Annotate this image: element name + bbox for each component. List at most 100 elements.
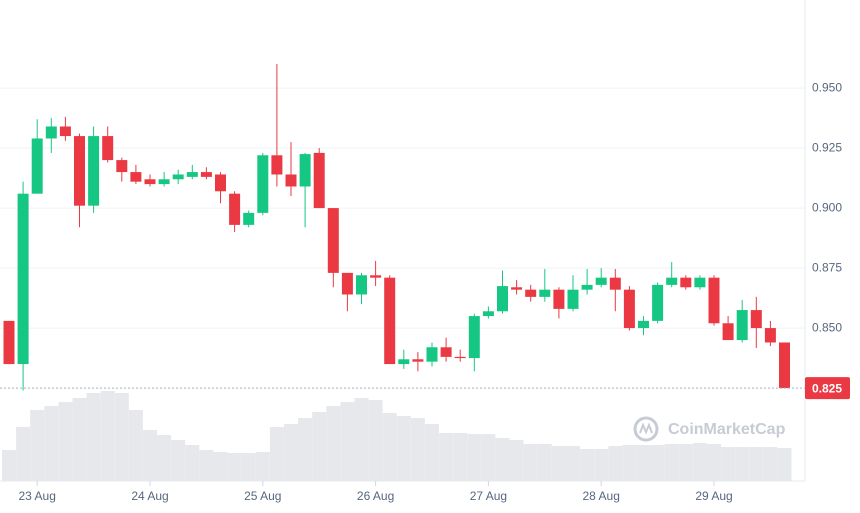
candle-body [779, 342, 790, 389]
candle-body [370, 275, 382, 278]
candle-body [17, 193, 29, 365]
volume-bar [382, 413, 397, 481]
volume-bar [425, 424, 439, 481]
candle-body [440, 347, 452, 357]
candle-body [694, 277, 706, 288]
candle-body [553, 289, 565, 309]
candle-body [144, 179, 156, 185]
volume-bar [72, 398, 87, 481]
candle-body [680, 277, 692, 288]
candle-body [384, 277, 396, 365]
volume-bar [185, 445, 200, 481]
candle-body [468, 316, 480, 359]
candle-body [581, 284, 593, 290]
candle-body [398, 359, 410, 365]
candle-body [482, 311, 494, 317]
watermark-logo [633, 416, 659, 442]
candle-body [539, 289, 551, 297]
x-tick-label: 29 Aug [695, 489, 732, 503]
candle-body [708, 277, 720, 324]
candle-body [243, 212, 255, 225]
candle-body [116, 160, 128, 173]
volume-bar [636, 445, 651, 481]
volume-bar [551, 446, 566, 481]
volume-bar [340, 402, 355, 481]
x-tick-label: 28 Aug [583, 489, 620, 503]
candle-body [215, 174, 226, 192]
volume-bar [453, 433, 468, 481]
candle-body [3, 320, 15, 365]
candle-body [764, 328, 776, 343]
candle-body [609, 277, 621, 290]
last-price-label: 0.825 [812, 381, 842, 395]
volume-bar [86, 393, 101, 481]
x-tick-label: 23 Aug [19, 489, 56, 503]
volume-bar [58, 402, 73, 481]
candle-body [426, 347, 438, 362]
volume-bar [213, 452, 228, 481]
volume-bar [171, 440, 186, 481]
candle-body [31, 138, 43, 194]
volume-bar [467, 434, 482, 481]
volume-bar [16, 427, 31, 481]
volume-bar [114, 393, 129, 481]
candle-body [623, 289, 635, 329]
volume-bar [622, 445, 637, 481]
candle-body [638, 320, 649, 329]
x-tick-label: 24 Aug [131, 489, 168, 503]
candle-body [497, 286, 508, 312]
volume-bar [284, 424, 298, 481]
candle-body [412, 359, 424, 362]
candle-body [158, 179, 170, 185]
volume-bar [199, 450, 214, 481]
candle-body [525, 289, 537, 297]
candle-body [271, 155, 283, 175]
volume-bar [594, 449, 609, 481]
volume-bar [678, 444, 693, 481]
candle-body [200, 172, 212, 177]
volume-bar [410, 418, 425, 481]
volume-bar [157, 435, 172, 481]
candle-body [652, 284, 664, 321]
volume-bar [749, 447, 764, 481]
volume-bar [777, 448, 792, 481]
volume-bar [30, 410, 45, 481]
candle-body [736, 310, 748, 341]
candle-body [595, 277, 607, 285]
y-tick-label: 0.875 [812, 260, 842, 274]
candle-body [102, 136, 114, 161]
candle-body [130, 172, 142, 182]
volume-bar [735, 447, 750, 481]
candle-body [172, 174, 184, 180]
volume-bar [721, 447, 736, 481]
volume-bar [537, 444, 552, 481]
candle-body [666, 277, 678, 285]
candle-body [341, 272, 353, 295]
watermark: CoinMarketCap [668, 421, 786, 438]
volume-bar [608, 446, 623, 481]
volume-bar [664, 444, 679, 481]
candle-body [88, 136, 100, 206]
x-tick-label: 26 Aug [357, 489, 394, 503]
candle-body [299, 154, 311, 187]
volume-bar [566, 446, 580, 481]
volume-bar [44, 406, 59, 481]
volume-bar [368, 400, 383, 481]
volume-bar [312, 412, 327, 481]
y-tick-label: 0.850 [812, 320, 842, 334]
volume-bar [100, 391, 115, 481]
volume-bar [255, 452, 270, 481]
y-tick-label: 0.925 [812, 140, 842, 154]
volume-bar [2, 450, 16, 481]
volume-bar [523, 444, 538, 481]
candle-body [750, 310, 762, 329]
volume-bar [495, 438, 510, 481]
volume-bar [128, 410, 143, 481]
volume-bar [227, 453, 242, 481]
volume-bar [326, 406, 341, 481]
candle-body [229, 193, 241, 225]
y-tick-label: 0.900 [812, 200, 842, 214]
candle-body [511, 287, 523, 290]
candle-body [567, 289, 579, 309]
